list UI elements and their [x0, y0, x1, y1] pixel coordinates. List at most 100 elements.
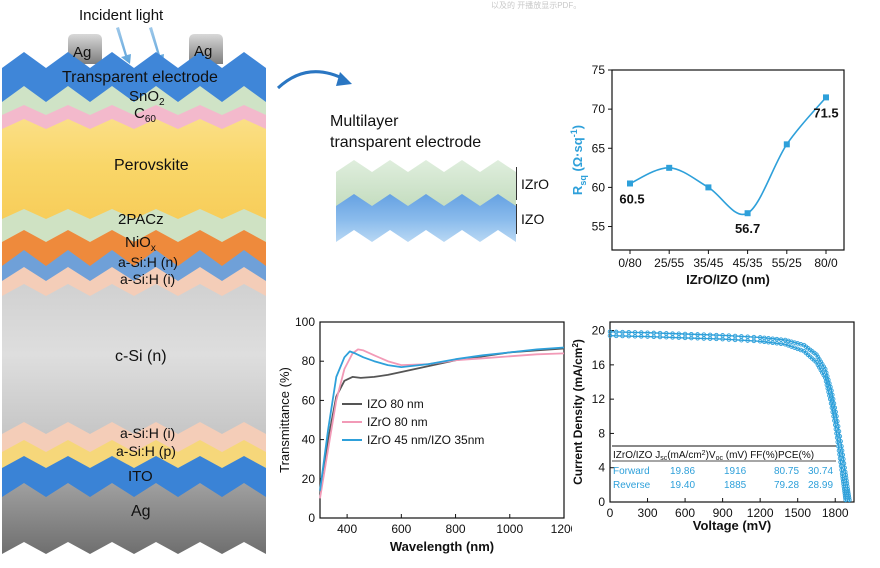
jv-data-point: [626, 333, 632, 339]
jv-data-point: [834, 431, 839, 436]
rsq-xtick-label: 80/0: [814, 256, 838, 270]
jv-data-point: [770, 336, 775, 341]
izo-label: IZO: [521, 211, 545, 227]
jv-xtick-label: 0: [607, 506, 614, 520]
trans-xtick-label: 1000: [496, 522, 523, 536]
trans-legend-label: IZrO 80 nm: [367, 415, 428, 429]
jv-data-point: [745, 338, 750, 343]
jv-xtick-label: 600: [675, 506, 695, 520]
jv-data-point: [732, 337, 738, 343]
jv-data-point: [835, 419, 840, 424]
curved-arrow-icon: [276, 70, 352, 90]
jv-data-point: [695, 336, 700, 341]
trans-ytick-label: 40: [302, 433, 316, 447]
trans-xtick-label: 1200: [551, 522, 572, 536]
izo-bracket: [516, 204, 517, 234]
jv-data-point: [766, 340, 771, 345]
rsq-series-line: [629, 96, 827, 216]
asih-i-bottom-label: a-Si:H (i): [120, 425, 176, 441]
jv-data-point: [843, 495, 848, 500]
jv-table-header: IZrO/IZO Jsc(mA/cm2)Voc (mV) FF(%)PCE(%): [613, 450, 814, 462]
jv-table-cell: 19.86: [670, 466, 695, 477]
jv-data-point: [774, 341, 780, 346]
rsq-data-point: [744, 210, 751, 217]
jv-data-point: [645, 334, 650, 339]
jv-data-point: [757, 339, 763, 344]
jv-xtick-label: 1800: [822, 506, 849, 520]
jv-ytick-label: 12: [592, 392, 606, 406]
jv-data-point: [836, 444, 841, 449]
rsq-ylabel: Rsq (Ω·sq-1): [569, 125, 588, 195]
ito-layer: [2, 448, 266, 497]
jv-data-point: [762, 339, 767, 345]
rsq-ytick-label: 60: [592, 180, 606, 194]
izro-bracket: [516, 167, 517, 200]
jv-series-line: [609, 331, 851, 503]
jv-data-point: [833, 409, 838, 415]
jv-data-point: [841, 481, 846, 487]
rsq-xtick-label: 0/80: [618, 256, 642, 270]
ito-label: ITO: [128, 468, 153, 485]
jv-data-point: [774, 336, 780, 342]
jv-curve-chart: 0 4 8 12 16 20 0 300 600 900 1200 1500 1800 IZrO/IZO …: [571, 321, 855, 533]
jv-data-point: [843, 497, 848, 503]
sno2-label: SnO2: [129, 88, 165, 108]
multilayer-title-line2: transparent electrode: [330, 134, 482, 151]
ag-contact-left: [68, 34, 102, 64]
jv-data-point: [651, 334, 657, 340]
rsq-data-point: [783, 141, 790, 148]
jv-data-point: [831, 414, 836, 419]
jv-data-point: [842, 493, 848, 498]
asih-i-top-label: a-Si:H (i): [120, 271, 176, 287]
jv-data-point: [841, 484, 847, 489]
jv-data-point: [834, 414, 839, 419]
jv-data-point: [726, 337, 732, 342]
trans-series-line: [319, 348, 565, 499]
trans-ytick-label: 80: [302, 354, 316, 368]
jv-xtick-label: 900: [713, 506, 733, 520]
sheet-resistance-chart: 55 60 65 70 75 0/80 25/55 35/45 45/35 55/25 80/0 60…: [569, 63, 845, 287]
trans-ytick-label: 0: [308, 511, 315, 525]
pacz-layer: [2, 200, 266, 242]
jv-data-point: [614, 333, 619, 339]
jv-data-point: [836, 429, 842, 434]
jv-table-cell: 19.40: [670, 480, 695, 491]
jv-xtick-label: 1500: [784, 506, 811, 520]
izro-layer: [336, 160, 516, 206]
jv-ytick-label: 8: [598, 426, 605, 440]
incident-light-label: Incident light: [79, 7, 164, 24]
ag-label-left: Ag: [73, 44, 92, 61]
jv-table-cell: Forward: [613, 466, 650, 477]
trans-xlabel: Wavelength (nm): [390, 539, 494, 554]
jv-data-point: [620, 333, 625, 339]
jv-data-point: [832, 405, 838, 410]
asih-p-label: a-Si:H (p): [116, 443, 176, 459]
jv-ytick-label: 16: [592, 358, 606, 372]
rsq-ytick-label: 70: [592, 102, 606, 116]
rsq-xlabel: IZrO/IZO (nm): [686, 272, 770, 287]
perovskite-label: Perovskite: [114, 157, 189, 174]
trans-ytick-label: 20: [302, 472, 316, 486]
jv-data-point: [833, 426, 839, 432]
perovskite-layer: [2, 113, 266, 219]
niox-layer: [2, 222, 266, 266]
jv-data-point: [842, 491, 848, 496]
multilayer-title-line1: Multilayer: [330, 113, 399, 130]
asih-n-label: a-Si:H (n): [118, 254, 178, 270]
csi-layer: [2, 276, 266, 434]
jv-data-point: [657, 334, 663, 340]
jv-data-point: [682, 335, 688, 341]
rsq-xtick-label: 25/55: [654, 256, 684, 270]
trans-legend-label: IZrO 45 nm/IZO 35nm: [367, 433, 484, 447]
jv-data-point: [670, 335, 675, 340]
rsq-data-point: [666, 164, 673, 171]
jv-plot-frame: [609, 321, 855, 503]
trans-xtick-label: 600: [391, 522, 411, 536]
jv-data-point: [832, 422, 838, 428]
jv-data-point: [720, 336, 725, 342]
rsq-data-point: [705, 184, 712, 191]
izro-label: IZrO: [521, 176, 549, 192]
jv-data-point: [676, 335, 682, 340]
jv-ytick-label: 20: [592, 324, 606, 338]
jv-xtick-label: 300: [638, 506, 658, 520]
